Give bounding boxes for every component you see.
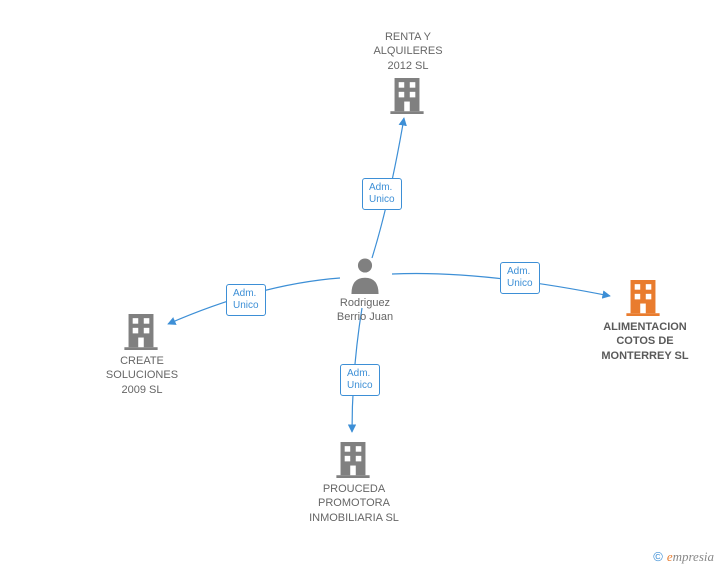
edge-label-bottom: Adm. Unico bbox=[340, 364, 380, 396]
watermark: ©empresia bbox=[653, 549, 714, 565]
copyright-icon: © bbox=[653, 549, 663, 564]
edge-label-right: Adm. Unico bbox=[500, 262, 540, 294]
node-top-label: RENTA Y ALQUILERES 2012 SL bbox=[366, 30, 450, 73]
node-bottom-label: PROUCEDA PROMOTORA INMOBILIARIA SL bbox=[302, 482, 406, 525]
building-icon bbox=[124, 314, 158, 355]
watermark-text: mpresia bbox=[673, 549, 714, 564]
node-left-label: CREATE SOLUCIONES 2009 SL bbox=[100, 354, 184, 397]
person-label: Rodriguez Berrio Juan bbox=[330, 296, 400, 325]
person-icon bbox=[348, 256, 382, 299]
building-icon bbox=[626, 280, 660, 321]
building-icon bbox=[336, 442, 370, 483]
edge-label-left: Adm. Unico bbox=[226, 284, 266, 316]
edge-label-top: Adm. Unico bbox=[362, 178, 402, 210]
node-right-label: ALIMENTACION COTOS DE MONTERREY SL bbox=[590, 320, 700, 363]
building-icon bbox=[390, 78, 424, 119]
